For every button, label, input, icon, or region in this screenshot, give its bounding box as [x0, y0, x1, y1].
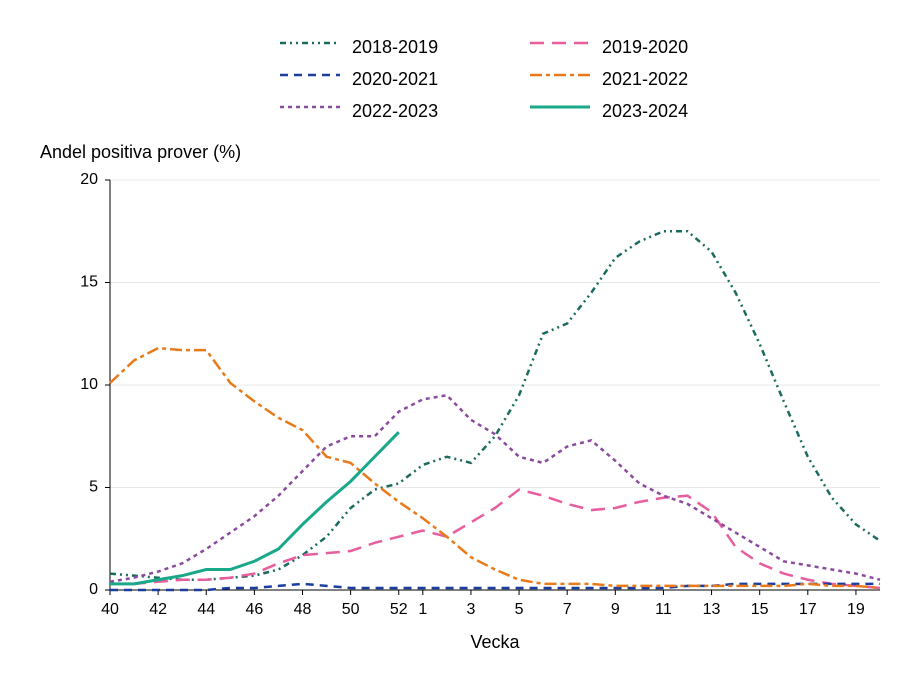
x-tick-label: 17 [799, 601, 817, 618]
x-tick-label: 1 [418, 601, 427, 618]
y-tick-label: 20 [80, 171, 98, 188]
legend-label: 2019-2020 [602, 37, 688, 57]
x-axis-title: Vecka [470, 632, 520, 652]
x-tick-label: 44 [197, 601, 215, 618]
legend-label: 2023-2024 [602, 101, 688, 121]
legend-label: 2018-2019 [352, 37, 438, 57]
x-tick-label: 48 [294, 601, 312, 618]
x-tick-label: 15 [751, 601, 769, 618]
x-tick-label: 7 [563, 601, 572, 618]
x-tick-label: 5 [515, 601, 524, 618]
chart-svg: 0510152040424446485052135791113151719And… [20, 20, 902, 676]
x-tick-label: 42 [149, 601, 167, 618]
legend-label: 2022-2023 [352, 101, 438, 121]
x-tick-label: 40 [101, 601, 119, 618]
y-tick-label: 5 [89, 479, 98, 496]
y-tick-label: 10 [80, 376, 98, 393]
x-tick-label: 3 [466, 601, 475, 618]
y-tick-label: 15 [80, 274, 98, 291]
legend-label: 2021-2022 [602, 69, 688, 89]
x-tick-label: 11 [655, 601, 672, 618]
x-tick-label: 52 [390, 601, 408, 618]
line-chart: 0510152040424446485052135791113151719And… [20, 20, 902, 676]
legend-label: 2020-2021 [352, 69, 438, 89]
x-tick-label: 46 [245, 601, 263, 618]
y-axis-title: Andel positiva prover (%) [40, 142, 241, 162]
x-tick-label: 9 [611, 601, 620, 618]
y-tick-label: 0 [89, 581, 98, 598]
x-tick-label: 13 [703, 601, 721, 618]
x-tick-label: 50 [342, 601, 360, 618]
x-tick-label: 19 [847, 601, 865, 618]
